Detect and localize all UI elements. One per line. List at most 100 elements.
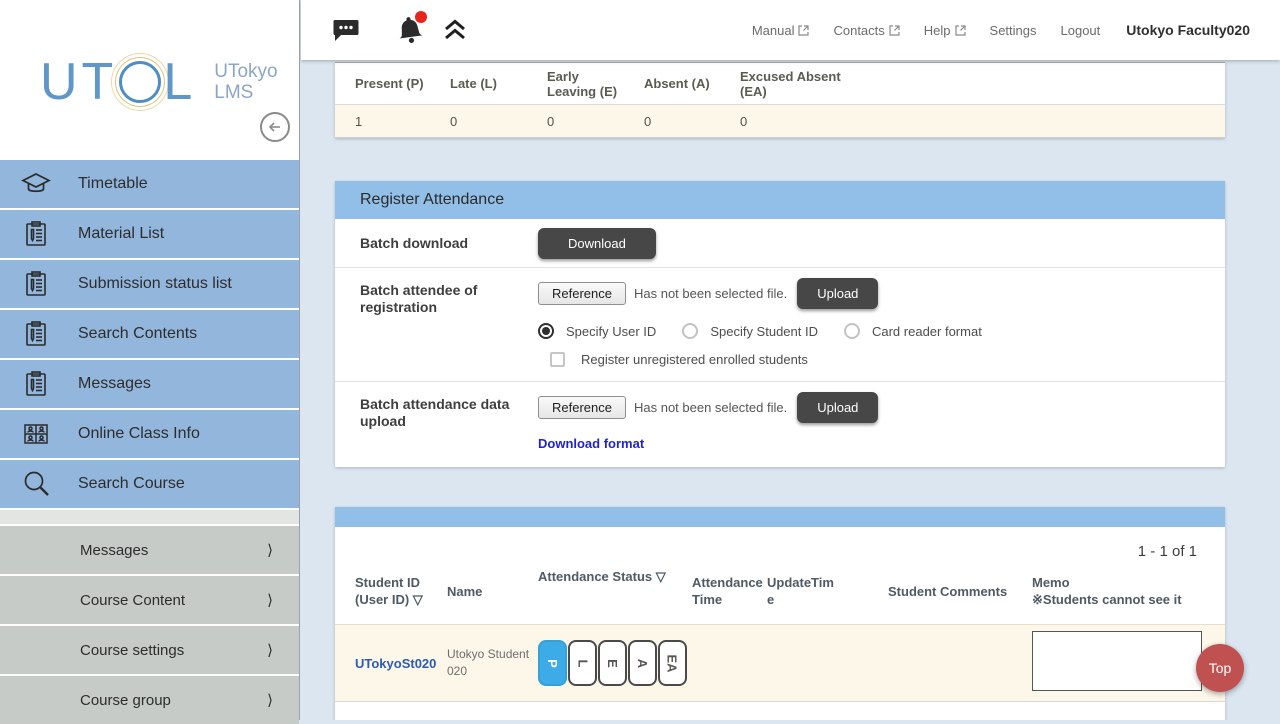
no-file-selected-text: Has not been selected file. — [634, 286, 787, 301]
col-header-name: Name — [447, 583, 538, 600]
reference-button[interactable]: Reference — [538, 282, 626, 305]
attendance-roster-section: 1 - 1 of 1 Student ID (User ID) ▽ Name A… — [335, 507, 1225, 720]
graduation-cap-icon — [20, 170, 52, 198]
batch-attendance-data-upload-row: Batch attendance data upload Reference H… — [335, 381, 1225, 467]
logout-link[interactable]: Logout — [1061, 23, 1101, 38]
radio-card-reader-format[interactable] — [844, 323, 860, 339]
register-unregistered-checkbox[interactable] — [550, 352, 565, 367]
magnifier-icon — [20, 469, 52, 499]
present-count: 1 — [355, 114, 450, 129]
chat-icon[interactable] — [333, 18, 359, 42]
col-header-update-time: UpdateTime — [767, 574, 841, 608]
col-header-excused-absent: Excused Absent (EA) — [740, 69, 930, 99]
register-attendance-header: Register Attendance — [335, 181, 1225, 219]
sidebar-item-search-course[interactable]: Search Course — [0, 460, 299, 508]
chevron-right-icon: ⟩ — [267, 691, 273, 709]
col-header-student-comments: Student Comments — [888, 583, 1032, 600]
notification-dot — [415, 11, 427, 23]
upload-button[interactable]: Upload — [797, 278, 878, 309]
col-header-attendance-time: AttendanceTime — [692, 574, 766, 608]
col-header-attendance-status[interactable]: Attendance Status ▽ — [538, 564, 692, 585]
memo-textarea[interactable] — [1032, 631, 1202, 691]
sidebar-section-divider — [0, 510, 299, 524]
upload-button[interactable]: Upload — [797, 392, 878, 423]
contacts-link[interactable]: Contacts — [833, 23, 899, 38]
radio-specify-user-id[interactable] — [538, 323, 554, 339]
chevron-right-icon: ⟩ — [267, 541, 273, 559]
student-id-link[interactable]: UTokyoSt020 — [355, 656, 447, 671]
sidebar-item-online-class-info[interactable]: Online Class Info — [0, 410, 299, 458]
col-header-absent: Absent (A) — [644, 76, 740, 91]
radio-specify-student-id[interactable] — [682, 323, 698, 339]
clipboard-doc-icon — [20, 370, 52, 398]
topbar-links: Manual Contacts Help Settings — [728, 22, 1250, 38]
logo-block: UT L UTokyo LMS — [0, 0, 299, 160]
status-button-excused-absent[interactable]: EA — [658, 640, 687, 686]
topbar: Manual Contacts Help Settings — [301, 0, 1280, 60]
late-count: 0 — [450, 114, 547, 129]
col-header-late: Late (L) — [450, 76, 547, 91]
roster-data-row: UTokyoSt020 Utokyo Student020 P L E A EA — [335, 624, 1225, 702]
arrow-left-icon — [267, 119, 283, 135]
sidebar-subitem-messages[interactable]: Messages ⟩ — [0, 526, 299, 574]
download-format-link[interactable]: Download format — [538, 436, 644, 451]
status-button-early-leaving[interactable]: E — [598, 640, 627, 686]
status-button-absent[interactable]: A — [628, 640, 657, 686]
roster-header-row: Student ID (User ID) ▽ Name Attendance S… — [335, 560, 1225, 624]
sidebar-subitem-course-settings[interactable]: Course settings ⟩ — [0, 626, 299, 674]
download-button[interactable]: Download — [538, 228, 656, 259]
sidebar-item-material-list[interactable]: Material List — [0, 210, 299, 258]
sidebar-item-timetable[interactable]: Timetable — [0, 160, 299, 208]
roster-header-band — [335, 507, 1225, 527]
clipboard-doc-icon — [20, 270, 52, 298]
attendance-summary-table: Present (P) Late (L) Early Leaving (E) A… — [335, 62, 1225, 138]
absent-count: 0 — [644, 114, 740, 129]
reference-button[interactable]: Reference — [538, 396, 626, 419]
radio-label-card-reader: Card reader format — [872, 324, 982, 339]
sidebar-item-submission-status-list[interactable]: Submission status list — [0, 260, 299, 308]
early-leaving-count: 0 — [547, 114, 644, 129]
clipboard-doc-icon — [20, 220, 52, 248]
main-content: Present (P) Late (L) Early Leaving (E) A… — [301, 60, 1280, 720]
settings-link[interactable]: Settings — [990, 23, 1037, 38]
batch-attendee-registration-row: Batch attendee of registration Reference… — [335, 267, 1225, 381]
sidebar-item-search-contents[interactable]: Search Contents — [0, 310, 299, 358]
radio-label-student-id: Specify Student ID — [710, 324, 818, 339]
col-header-memo: Memo ※Students cannot see it — [1032, 574, 1225, 608]
manual-link[interactable]: Manual — [752, 23, 810, 38]
result-count-bottom: 1 - 1 of 1 — [335, 702, 1225, 720]
no-file-selected-text: Has not been selected file. — [634, 400, 787, 415]
status-button-present[interactable]: P — [538, 640, 567, 686]
batch-attendance-upload-label: Batch attendance data upload — [360, 382, 515, 467]
sidebar-subitem-course-content[interactable]: Course Content ⟩ — [0, 576, 299, 624]
sidebar-subitem-course-group[interactable]: Course group ⟩ — [0, 676, 299, 724]
utol-logo: UT L UTokyo LMS — [40, 52, 278, 112]
help-link[interactable]: Help — [924, 23, 966, 38]
external-link-icon — [798, 25, 809, 36]
double-chevron-up-icon[interactable] — [443, 19, 467, 41]
sidebar-menu: Timetable Material List — [0, 160, 299, 724]
clipboard-doc-icon — [20, 320, 52, 348]
batch-attendee-label: Batch attendee of registration — [360, 268, 515, 381]
notifications-bell-icon[interactable] — [395, 14, 425, 46]
attendance-status-buttons: P L E A EA — [538, 640, 692, 686]
chevron-right-icon: ⟩ — [267, 641, 273, 659]
scroll-to-top-button[interactable]: Top — [1196, 644, 1244, 692]
checkbox-label: Register unregistered enrolled students — [581, 352, 808, 367]
sidebar: UT L UTokyo LMS Timetable — [0, 0, 300, 720]
topbar-icons — [333, 14, 467, 46]
sidebar-collapse-button[interactable] — [260, 112, 290, 142]
status-button-late[interactable]: L — [568, 640, 597, 686]
logo-o-ring-icon — [119, 61, 161, 103]
logo-text-left: UT — [40, 52, 117, 112]
summary-header-row: Present (P) Late (L) Early Leaving (E) A… — [335, 63, 1225, 105]
sidebar-item-messages[interactable]: Messages — [0, 360, 299, 408]
col-header-student-id[interactable]: Student ID (User ID) ▽ — [355, 574, 447, 608]
people-grid-icon — [20, 421, 52, 447]
student-name: Utokyo Student020 — [447, 646, 535, 680]
register-attendance-section: Register Attendance Batch download Downl… — [335, 181, 1225, 467]
col-header-early-leaving: Early Leaving (E) — [547, 69, 644, 99]
batch-download-label: Batch download — [360, 235, 515, 252]
radio-label-user-id: Specify User ID — [566, 324, 656, 339]
external-link-icon — [955, 25, 966, 36]
